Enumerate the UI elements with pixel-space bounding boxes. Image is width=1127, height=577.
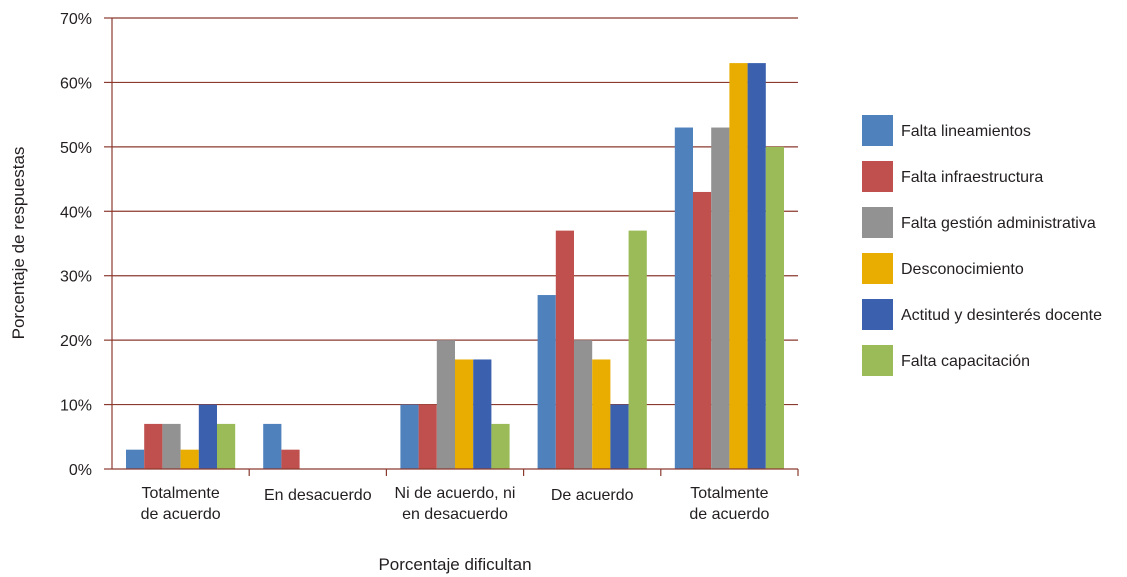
bar [574, 340, 593, 469]
bar [126, 449, 145, 469]
axes [111, 18, 799, 476]
bar [592, 359, 611, 469]
legend-label: Falta capacitación [901, 353, 1030, 370]
legend-swatch [862, 345, 893, 376]
bar [674, 127, 693, 470]
bar [144, 423, 163, 469]
x-category-label: de acuerdo [689, 506, 769, 523]
legend-swatch [862, 299, 893, 330]
gridlines [112, 17, 798, 406]
legend-label: Desconocimiento [901, 261, 1024, 278]
x-category-label: Totalmente [141, 485, 219, 502]
legend-swatch [862, 253, 893, 284]
legend-swatch [862, 115, 893, 146]
bar [217, 423, 236, 469]
bar [729, 63, 748, 469]
bar [693, 191, 712, 469]
bar [555, 230, 574, 469]
bar [436, 340, 455, 469]
legend-swatch [862, 161, 893, 192]
bar [400, 404, 419, 469]
legend-label: Falta infraestructura [901, 169, 1043, 186]
x-category-label: En desacuerdo [264, 487, 372, 504]
legend: Falta lineamientos Falta infraestructura F… [862, 115, 1102, 376]
y-tick-label: 10% [60, 398, 92, 415]
bar [281, 449, 300, 469]
bar [162, 423, 181, 469]
bar [455, 359, 474, 469]
y-axis-ticks: 0% 10% 20% 30% 40% 50% 60% 70% [60, 11, 112, 479]
y-tick-label: 70% [60, 11, 92, 28]
y-tick-label: 30% [60, 269, 92, 286]
bar [747, 63, 766, 469]
bar [198, 404, 217, 469]
x-axis-categories: Totalmente de acuerdo En desacuerdo Ni de a… [141, 485, 770, 523]
y-tick-label: 0% [69, 462, 92, 479]
legend-label: Falta lineamientos [901, 123, 1031, 140]
y-tick-label: 50% [60, 140, 92, 157]
bar [263, 423, 282, 469]
legend-swatch [862, 207, 893, 238]
x-category-label: de acuerdo [141, 506, 221, 523]
x-category-label: Ni de acuerdo, ni [395, 485, 516, 502]
bar [180, 449, 199, 469]
x-category-label: en desacuerdo [402, 506, 508, 523]
x-category-label: Totalmente [690, 485, 768, 502]
bar [628, 230, 647, 469]
legend-label: Falta gestión administrativa [901, 215, 1096, 232]
x-axis-title: Porcentaje dificultan [378, 555, 531, 574]
bar [610, 404, 629, 469]
bar [418, 404, 437, 469]
y-tick-label: 40% [60, 204, 92, 221]
bar [491, 423, 510, 469]
y-axis-title: Porcentaje de respuestas [9, 147, 28, 340]
bar [537, 295, 556, 469]
bar [765, 146, 784, 469]
y-tick-label: 20% [60, 333, 92, 350]
y-tick-label: 60% [60, 75, 92, 92]
bars [126, 63, 784, 470]
x-category-label: De acuerdo [551, 487, 634, 504]
bar [711, 127, 730, 470]
bar [473, 359, 492, 469]
legend-label: Actitud y desinterés docente [901, 307, 1102, 324]
